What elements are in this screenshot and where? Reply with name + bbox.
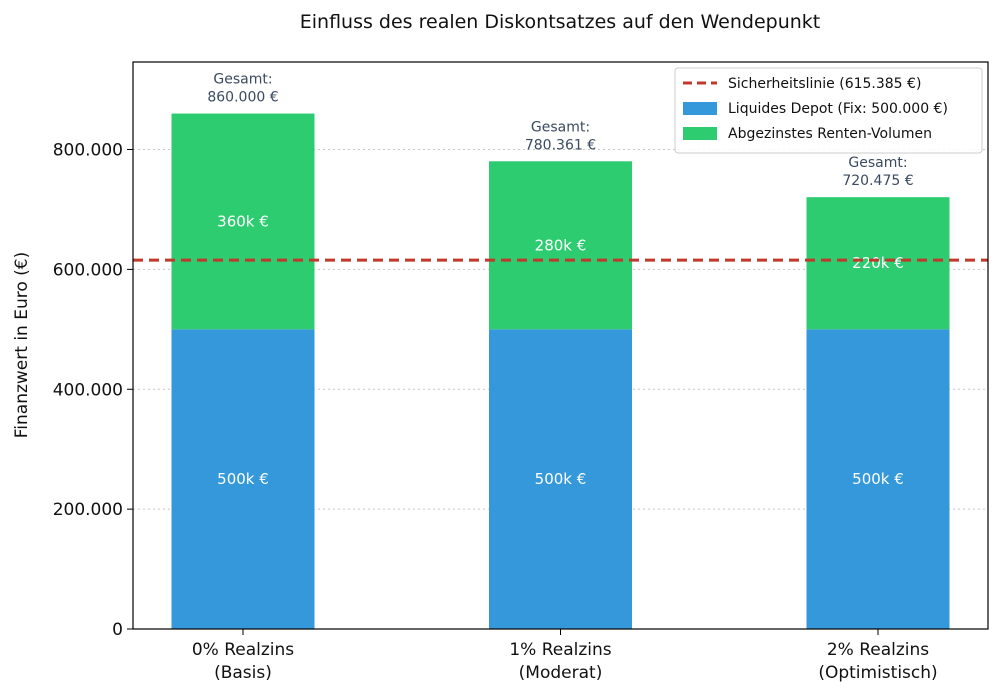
legend-label-rente: Abgezinstes Renten-Volumen xyxy=(728,126,932,142)
y-tick-label: 400.000 xyxy=(53,380,123,400)
legend-box xyxy=(674,67,983,154)
bar-depot xyxy=(489,329,632,629)
bar-label-depot: 500k € xyxy=(535,470,587,488)
axes: 0 200.000 400.000 600.000 800.000 0% Realzins… xyxy=(53,141,938,683)
legend-swatch-depot xyxy=(683,102,717,115)
total-label-value: 720.475 € xyxy=(842,173,913,189)
bar-label-depot: 500k € xyxy=(217,470,269,488)
total-label-prefix: Gesamt: xyxy=(848,155,907,171)
y-axis-label: Finanzwert in Euro (€) xyxy=(12,252,32,439)
total-label-prefix: Gesamt: xyxy=(531,119,590,135)
y-tick-label: 800.000 xyxy=(53,141,123,161)
bar-rente xyxy=(806,197,950,330)
x-tick-label: 0% Realzins xyxy=(192,640,294,660)
x-tick-label-sub: (Basis) xyxy=(214,663,272,683)
bar-label-rente: 280k € xyxy=(535,236,587,254)
y-tick-label: 600.000 xyxy=(53,260,123,280)
y-tick-label: 200.000 xyxy=(53,500,123,520)
bar-label-depot: 500k € xyxy=(852,470,904,488)
bar-label-rente: 360k € xyxy=(217,212,269,230)
bar-label-rente: 220k € xyxy=(852,254,904,272)
legend-label-depot: Liquides Depot (Fix: 500.000 €) xyxy=(728,101,948,117)
x-tick-label-sub: (Moderat) xyxy=(519,663,603,683)
total-label-prefix: Gesamt: xyxy=(213,72,272,88)
legend: Sicherheitslinie (615.385 €) Liquides De… xyxy=(674,67,983,154)
bar-rente xyxy=(171,113,315,330)
x-tick-label-sub: (Optimistisch) xyxy=(818,663,937,683)
bar-depot xyxy=(806,329,950,629)
bars xyxy=(171,113,950,629)
bar-rente xyxy=(489,161,632,330)
x-tick-label: 1% Realzins xyxy=(509,640,611,660)
legend-label-reference: Sicherheitslinie (615.385 €) xyxy=(728,76,921,92)
chart-title: Einfluss des realen Diskontsatzes auf de… xyxy=(300,11,820,33)
total-label-value: 860.000 € xyxy=(207,90,278,106)
bar-depot xyxy=(171,329,315,629)
legend-swatch-rente xyxy=(683,127,717,140)
x-tick-label: 2% Realzins xyxy=(827,640,929,660)
total-label-value: 780.361 € xyxy=(525,137,596,153)
y-tick-label: 0 xyxy=(112,620,123,640)
bar-labels: 500k € 360k € Gesamt: 860.000 € 500k € 280k €… xyxy=(207,72,913,489)
